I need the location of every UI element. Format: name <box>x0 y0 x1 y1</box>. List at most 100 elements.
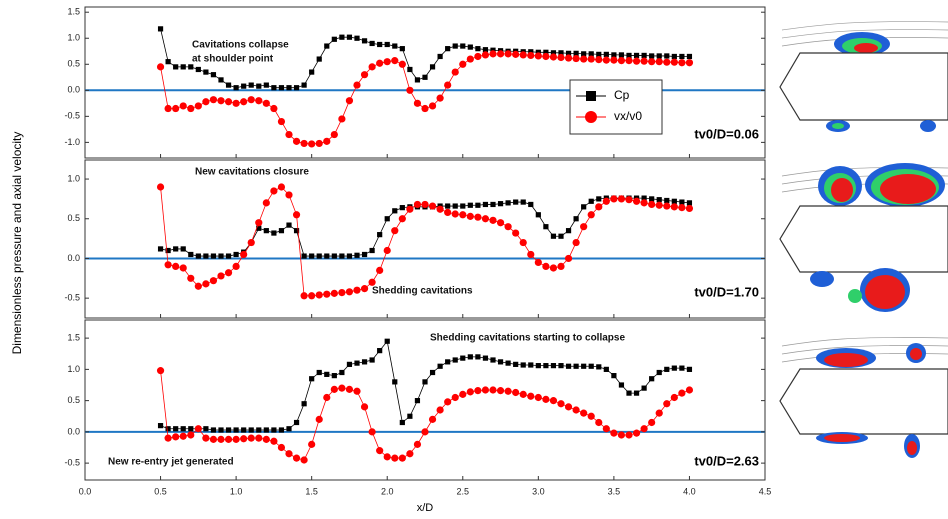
data-point <box>655 58 663 66</box>
legend-label: vx/v0 <box>614 109 642 123</box>
data-point <box>263 228 269 234</box>
data-point <box>270 104 278 113</box>
data-point <box>164 104 172 113</box>
data-point <box>309 376 315 382</box>
y-tick-label: 0.5 <box>67 395 80 405</box>
data-point <box>679 53 685 60</box>
data-point <box>278 85 285 91</box>
data-point <box>655 201 663 209</box>
data-point <box>338 288 346 297</box>
data-point <box>194 102 202 110</box>
data-point <box>581 51 587 57</box>
data-point <box>505 200 511 206</box>
data-point <box>277 443 286 452</box>
data-point <box>187 104 195 113</box>
data-point <box>685 386 694 394</box>
data-point <box>165 426 171 432</box>
data-point <box>436 205 444 213</box>
data-point <box>179 432 187 440</box>
data-point <box>649 376 655 382</box>
data-point <box>210 72 217 78</box>
data-point <box>263 82 269 88</box>
data-point <box>467 354 473 360</box>
data-point <box>338 115 346 123</box>
data-point <box>377 232 383 238</box>
data-point <box>512 388 520 397</box>
y-tick-label: 1.5 <box>67 333 80 343</box>
data-point <box>474 213 482 221</box>
data-point <box>256 83 262 89</box>
data-point <box>263 427 269 433</box>
data-point <box>399 46 405 52</box>
data-point <box>255 219 263 227</box>
data-point <box>664 197 670 204</box>
data-point <box>406 205 414 213</box>
data-point <box>496 50 505 58</box>
data-point <box>217 97 225 105</box>
data-point <box>331 36 337 42</box>
data-point <box>549 264 558 272</box>
data-point <box>286 222 292 228</box>
data-point <box>686 200 693 206</box>
data-point <box>641 385 647 391</box>
data-point <box>203 69 209 75</box>
data-point <box>504 223 512 231</box>
data-point <box>413 200 422 209</box>
data-point <box>528 362 534 368</box>
data-point <box>376 59 384 67</box>
data-point <box>572 406 580 414</box>
data-point <box>588 51 594 57</box>
data-point <box>580 55 588 63</box>
data-point <box>640 199 648 207</box>
data-point <box>445 46 451 52</box>
data-point <box>392 379 398 385</box>
data-point <box>293 85 300 91</box>
data-point <box>308 292 316 300</box>
data-point <box>173 426 179 432</box>
data-point <box>641 52 647 59</box>
data-point <box>339 369 345 376</box>
data-point <box>558 233 564 239</box>
data-point <box>428 102 437 110</box>
data-point <box>255 434 263 442</box>
panel-label: tv0/D=0.06 <box>694 126 759 141</box>
data-point <box>422 74 428 80</box>
data-point <box>534 52 542 60</box>
data-point <box>678 204 686 212</box>
data-point <box>421 428 429 436</box>
data-point <box>217 272 225 280</box>
data-point <box>496 387 505 395</box>
data-point <box>504 50 512 58</box>
data-point <box>490 357 496 363</box>
data-point <box>595 418 603 427</box>
y-axis-label: Dimensionless pressure and axial velocit… <box>10 132 24 355</box>
data-point <box>618 52 625 58</box>
data-point <box>165 247 171 254</box>
data-point <box>557 400 565 408</box>
data-point <box>519 390 527 398</box>
data-point <box>489 50 497 58</box>
data-point <box>474 387 482 395</box>
data-point <box>353 387 361 395</box>
data-point <box>300 292 308 300</box>
data-point <box>173 64 179 70</box>
data-point <box>543 363 549 369</box>
data-point <box>210 427 217 433</box>
data-point <box>315 291 323 299</box>
data-point <box>323 393 331 402</box>
data-point <box>354 360 360 366</box>
data-point <box>225 82 232 88</box>
data-point <box>558 363 564 369</box>
data-point <box>377 348 383 354</box>
data-point <box>520 362 526 368</box>
data-point <box>339 34 345 40</box>
data-point <box>474 52 482 61</box>
cfd-image <box>779 163 948 312</box>
data-point <box>512 229 520 237</box>
data-point <box>360 71 369 79</box>
data-point <box>497 359 504 365</box>
data-point <box>218 77 224 83</box>
data-point <box>602 56 610 64</box>
data-point <box>353 81 361 89</box>
y-tick-label: -1.0 <box>64 137 80 147</box>
